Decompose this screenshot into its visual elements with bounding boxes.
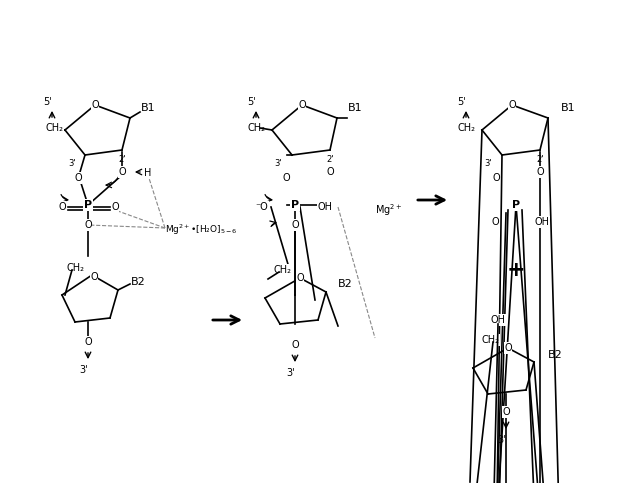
- Text: O: O: [84, 337, 92, 347]
- Text: CH₂: CH₂: [45, 123, 63, 133]
- Text: CH₂: CH₂: [247, 123, 265, 133]
- Text: O: O: [84, 220, 92, 230]
- Text: B2: B2: [130, 277, 145, 287]
- Text: O: O: [291, 220, 299, 230]
- Text: B1: B1: [561, 103, 575, 113]
- Text: O: O: [296, 273, 304, 283]
- Text: 5': 5': [44, 97, 52, 107]
- Text: O: O: [326, 167, 334, 177]
- Text: P: P: [512, 200, 520, 210]
- Text: OH: OH: [490, 315, 505, 325]
- Text: O: O: [74, 173, 82, 183]
- Text: O: O: [504, 343, 512, 353]
- Text: CH₂: CH₂: [481, 335, 499, 345]
- Text: O: O: [282, 173, 290, 183]
- Text: 2': 2': [536, 156, 544, 165]
- Text: O: O: [298, 100, 306, 110]
- Text: P: P: [291, 200, 299, 210]
- Text: O: O: [58, 202, 66, 212]
- Text: H: H: [144, 168, 152, 178]
- Text: 2': 2': [326, 156, 334, 165]
- Text: B2: B2: [548, 350, 562, 360]
- Text: +: +: [507, 260, 525, 280]
- Text: 3': 3': [484, 158, 492, 168]
- Text: Mg$^{2+}$•[H₂O]$_{5-6}$: Mg$^{2+}$•[H₂O]$_{5-6}$: [165, 223, 238, 237]
- Text: O: O: [291, 340, 299, 350]
- Text: O: O: [536, 167, 544, 177]
- Text: P: P: [84, 200, 92, 210]
- Text: O: O: [491, 217, 499, 227]
- Text: 5': 5': [248, 97, 256, 107]
- Text: CH₂: CH₂: [457, 123, 475, 133]
- Text: O: O: [90, 272, 98, 282]
- Text: O: O: [492, 173, 500, 183]
- Text: B1: B1: [140, 103, 155, 113]
- Text: 3': 3': [274, 158, 282, 168]
- Text: 3': 3': [68, 158, 76, 168]
- Text: OH: OH: [535, 217, 550, 227]
- Text: 5': 5': [457, 97, 466, 107]
- Text: O: O: [91, 100, 99, 110]
- Text: CH₂: CH₂: [273, 265, 291, 275]
- Text: O: O: [118, 167, 126, 177]
- Text: OH: OH: [318, 202, 333, 212]
- Text: O: O: [508, 100, 516, 110]
- Text: B1: B1: [348, 103, 363, 113]
- Text: 2': 2': [119, 156, 126, 165]
- Text: O: O: [111, 202, 119, 212]
- Text: B2: B2: [338, 279, 353, 289]
- Text: Mg$^{2+}$: Mg$^{2+}$: [375, 202, 402, 218]
- Text: 3': 3': [498, 435, 506, 445]
- Text: O: O: [502, 407, 510, 417]
- Text: 3': 3': [286, 368, 295, 378]
- Text: ⁻O: ⁻O: [256, 202, 268, 212]
- Text: CH₂: CH₂: [66, 263, 84, 273]
- Text: 3': 3': [80, 365, 89, 375]
